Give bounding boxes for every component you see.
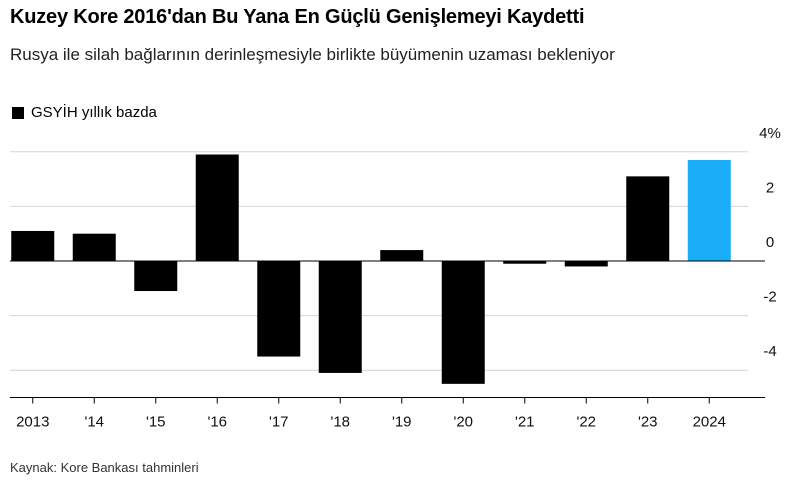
bar [687, 159, 731, 261]
legend-swatch [12, 106, 24, 119]
source-note: Kaynak: Kore Bankası tahminleri [10, 460, 199, 475]
x-tick-label: '14 [84, 413, 104, 430]
x-tick-label: 2024 [693, 413, 726, 430]
bar [503, 260, 547, 264]
bar [441, 260, 485, 384]
y-tick-label: 0 [766, 234, 774, 251]
bar [626, 176, 670, 261]
y-tick-label: 4% [759, 125, 781, 142]
bar [72, 233, 116, 261]
y-tick-label: -2 [763, 289, 776, 306]
x-tick-label: '15 [146, 413, 166, 430]
chart-subtitle: Rusya ile silah bağlarının derinleşmesiy… [10, 45, 615, 64]
chart-title: Kuzey Kore 2016'dan Bu Yana En Güçlü Gen… [10, 6, 585, 28]
x-tick-label: '20 [453, 413, 473, 430]
x-tick-label: '19 [392, 413, 412, 430]
bar [11, 230, 55, 261]
x-tick-label: '17 [269, 413, 289, 430]
x-tick-label: '22 [576, 413, 596, 430]
x-tick-label: '21 [515, 413, 535, 430]
bar [380, 250, 424, 261]
bar [564, 260, 608, 267]
x-tick-label: '16 [207, 413, 227, 430]
bar [318, 260, 362, 373]
legend-label: GSYİH yıllık bazda [31, 104, 157, 121]
x-tick-label: 2013 [16, 413, 49, 430]
y-tick-label: 2 [766, 179, 774, 196]
x-tick-label: '23 [638, 413, 658, 430]
x-tick-label: '18 [330, 413, 350, 430]
bar [195, 154, 239, 261]
y-tick-label: -4 [763, 343, 776, 360]
bar [134, 260, 178, 292]
bar [257, 260, 301, 357]
legend: GSYİH yıllık bazda [12, 104, 157, 121]
